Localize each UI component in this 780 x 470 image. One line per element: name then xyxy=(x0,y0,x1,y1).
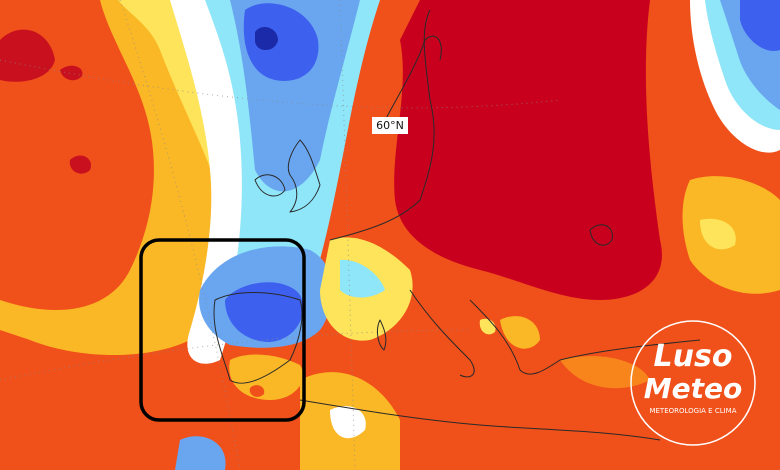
coastline xyxy=(409,289,475,378)
coastline xyxy=(589,224,613,246)
mild-warm-spot xyxy=(500,316,540,349)
coastline xyxy=(329,9,435,241)
logo-ring xyxy=(630,320,756,446)
coastline xyxy=(213,292,303,384)
neutral-area xyxy=(330,406,366,439)
very-warm-area xyxy=(394,0,662,300)
hot-spot xyxy=(60,65,83,81)
coastline xyxy=(376,319,387,351)
highlight-box xyxy=(139,238,306,422)
logo-tagline: METEOROLOGIA E CLIMA xyxy=(649,407,736,415)
coastline xyxy=(469,299,701,375)
warm-area xyxy=(560,356,650,389)
coastline xyxy=(254,174,286,197)
cold-area xyxy=(225,282,304,342)
mild-warm-area xyxy=(229,354,304,400)
cold-area xyxy=(243,3,319,81)
graticule xyxy=(119,0,241,470)
slight-warm-area xyxy=(700,218,736,250)
slight-cool-area xyxy=(340,259,385,298)
coastline xyxy=(379,35,442,131)
warm-spot xyxy=(249,385,265,397)
latitude-label: 60°N xyxy=(376,119,404,132)
logo-line1: Luso xyxy=(654,339,733,374)
very-cold-spot xyxy=(255,26,278,51)
mild-warm-band xyxy=(0,0,215,355)
label-box xyxy=(372,117,408,134)
graticule xyxy=(0,59,561,109)
coastline xyxy=(299,399,661,441)
hot-spot xyxy=(0,29,55,82)
hot-spot xyxy=(69,155,91,174)
graticule xyxy=(0,329,471,381)
cold-area xyxy=(740,0,780,51)
logo-line2: Meteo xyxy=(644,372,742,405)
coastline xyxy=(287,139,321,213)
cool-area xyxy=(175,436,226,470)
